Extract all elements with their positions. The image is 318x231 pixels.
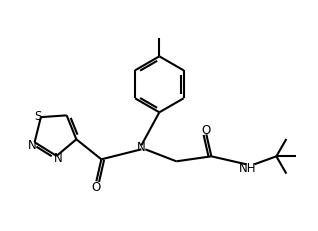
Text: NH: NH	[238, 161, 256, 174]
Text: N: N	[28, 138, 37, 151]
Text: N: N	[54, 152, 63, 165]
Text: O: O	[202, 123, 211, 136]
Text: S: S	[34, 109, 42, 122]
Text: O: O	[92, 180, 101, 193]
Text: N: N	[137, 140, 146, 153]
